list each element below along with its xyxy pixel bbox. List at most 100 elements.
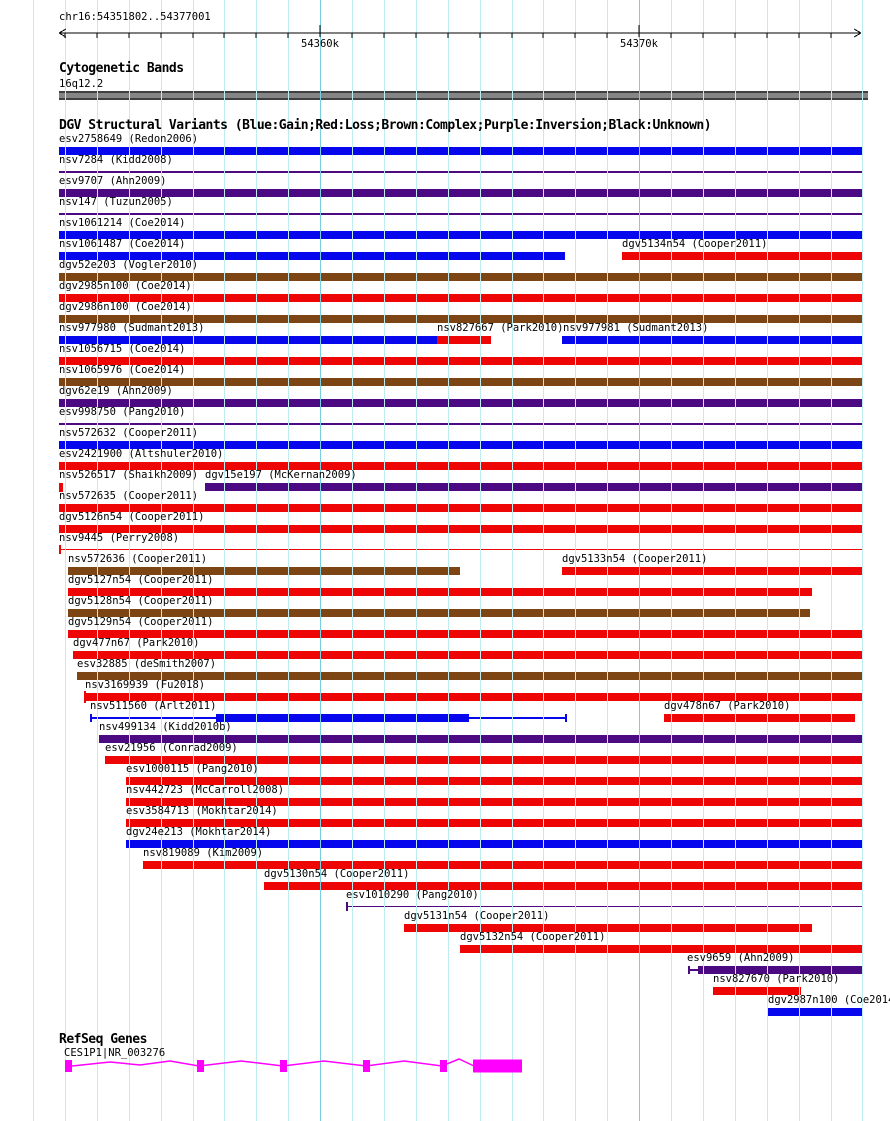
variant-bar[interactable] <box>404 924 812 932</box>
variant-label: nsv827670 (Park2010) <box>713 973 840 985</box>
variant-bar[interactable] <box>126 840 862 848</box>
variant-bar[interactable] <box>713 987 801 995</box>
variant-label: nsv7284 (Kidd2008) <box>59 154 173 166</box>
variant-label: dgv5132n54 (Cooper2011) <box>460 931 606 943</box>
variant-bar[interactable] <box>126 798 862 806</box>
variant-label: nsv1056715 (Coe2014) <box>59 343 186 355</box>
variant-bar[interactable] <box>59 147 862 155</box>
variant-range-line <box>688 969 698 971</box>
variant-bar[interactable] <box>59 399 862 407</box>
variant-point[interactable] <box>59 483 63 492</box>
variant-label: dgv24e213 (Mokhtar2014) <box>126 826 272 838</box>
variant-bar[interactable] <box>126 777 862 785</box>
gene-exon[interactable] <box>440 1060 447 1072</box>
variant-label: nsv442723 (McCarroll2008) <box>126 784 285 796</box>
variant-thin-line[interactable] <box>59 213 862 215</box>
variant-thin-line[interactable] <box>59 171 862 173</box>
variant-bar[interactable] <box>59 231 862 239</box>
variant-bar[interactable] <box>59 357 862 365</box>
variant-label: nsv572636 (Cooper2011) <box>68 553 208 565</box>
variant-label: esv21956 (Conrad2009) <box>105 742 238 754</box>
variant-bar[interactable] <box>562 336 862 344</box>
variant-bar[interactable] <box>562 567 862 575</box>
variant-bar[interactable] <box>143 861 862 869</box>
cytoband-bar[interactable] <box>59 91 868 100</box>
variant-label: dgv5134n54 (Cooper2011) <box>622 238 768 250</box>
variant-bar[interactable] <box>205 483 862 491</box>
variant-bar[interactable] <box>59 462 862 470</box>
gene-exon[interactable] <box>280 1060 287 1072</box>
variant-bar[interactable] <box>437 336 491 344</box>
gridline-minor <box>288 0 289 1121</box>
refseq-gene-label: CES1P1|NR_003276 <box>64 1047 166 1059</box>
variant-label: esv998750 (Pang2010) <box>59 406 186 418</box>
variant-bar[interactable] <box>77 672 862 680</box>
variant-bar[interactable] <box>68 588 812 596</box>
variant-bar[interactable] <box>698 966 862 974</box>
variant-label: dgv52e203 (Vogler2010) <box>59 259 199 271</box>
variant-bar[interactable] <box>216 714 469 722</box>
variant-label: esv2758649 (Redon2006) <box>59 133 199 145</box>
variant-bar[interactable] <box>59 504 862 512</box>
variant-label: nsv1061214 (Coe2014) <box>59 217 186 229</box>
variant-label: dgv5127n54 (Cooper2011) <box>68 574 214 586</box>
variant-label: dgv5133n54 (Cooper2011) <box>562 553 708 565</box>
variant-bar[interactable] <box>59 273 862 281</box>
variant-label: dgv477n67 (Park2010) <box>73 637 200 649</box>
variant-bar[interactable] <box>622 252 862 260</box>
gridline-minor <box>416 0 417 1121</box>
variant-label: esv3584713 (Mokhtar2014) <box>126 805 278 817</box>
gene-exon[interactable] <box>65 1060 72 1072</box>
variant-label: dgv2987n100 (Coe2014 <box>768 994 890 1006</box>
variant-bar[interactable] <box>768 1008 862 1016</box>
gridline-minor <box>33 0 34 1121</box>
variant-bar[interactable] <box>68 630 862 638</box>
variant-bar[interactable] <box>68 567 460 575</box>
variant-label: nsv9445 (Perry2008) <box>59 532 180 544</box>
variant-label: nsv526517 (Shaikh2009) <box>59 469 199 481</box>
variant-bar[interactable] <box>59 441 862 449</box>
variant-bar[interactable] <box>59 315 862 323</box>
variant-thin-line[interactable] <box>59 549 862 550</box>
cytoband-label: 16q12.2 <box>59 78 104 90</box>
variant-bar[interactable] <box>126 819 862 827</box>
gene-exon[interactable] <box>197 1060 204 1072</box>
variant-label: nsv572632 (Cooper2011) <box>59 427 199 439</box>
variant-label: dgv62e19 (Ahn2009) <box>59 385 173 397</box>
variant-thin-line[interactable] <box>59 423 862 425</box>
gene-exon[interactable] <box>363 1060 370 1072</box>
variant-label: nsv827667 (Park2010) <box>437 322 564 334</box>
variant-bar[interactable] <box>85 693 862 701</box>
variant-label: dgv478n67 (Park2010) <box>664 700 791 712</box>
variant-bar[interactable] <box>73 651 862 659</box>
variant-bar[interactable] <box>105 756 862 764</box>
variant-label: esv1000115 (Pang2010) <box>126 763 259 775</box>
variant-bar[interactable] <box>59 189 862 197</box>
variant-bar[interactable] <box>68 609 810 617</box>
variant-bar[interactable] <box>460 945 862 953</box>
variant-label: esv9659 (Ahn2009) <box>687 952 795 964</box>
variant-bar[interactable] <box>59 252 565 260</box>
variant-bar[interactable] <box>59 294 862 302</box>
gridline-minor <box>862 0 863 1121</box>
variant-bar[interactable] <box>664 714 855 722</box>
variant-bar[interactable] <box>59 336 437 344</box>
variant-thin-line[interactable] <box>346 906 862 907</box>
variant-label: nsv1061487 (Coe2014) <box>59 238 186 250</box>
variant-bar[interactable] <box>59 378 862 386</box>
gridline-minor <box>65 0 66 1121</box>
variant-label: nsv819089 (Kim2009) <box>143 847 264 859</box>
variant-bar[interactable] <box>59 525 862 533</box>
variant-bar[interactable] <box>264 882 862 890</box>
gene-exon[interactable] <box>473 1059 522 1073</box>
variant-label: nsv1065976 (Coe2014) <box>59 364 186 376</box>
variant-label: nsv977981 (Sudmant2013) <box>563 322 709 334</box>
variant-label: nsv511560 (Arlt2011) <box>90 700 217 712</box>
variant-label: nsv572635 (Cooper2011) <box>59 490 199 502</box>
ruler-major-tick-label: 54360k <box>301 38 339 50</box>
ruler <box>58 25 862 38</box>
variant-label: dgv5130n54 (Cooper2011) <box>264 868 410 880</box>
ruler-major-tick-label: 54370k <box>620 38 658 50</box>
gridline-minor <box>352 0 353 1121</box>
gridline-minor <box>448 0 449 1121</box>
